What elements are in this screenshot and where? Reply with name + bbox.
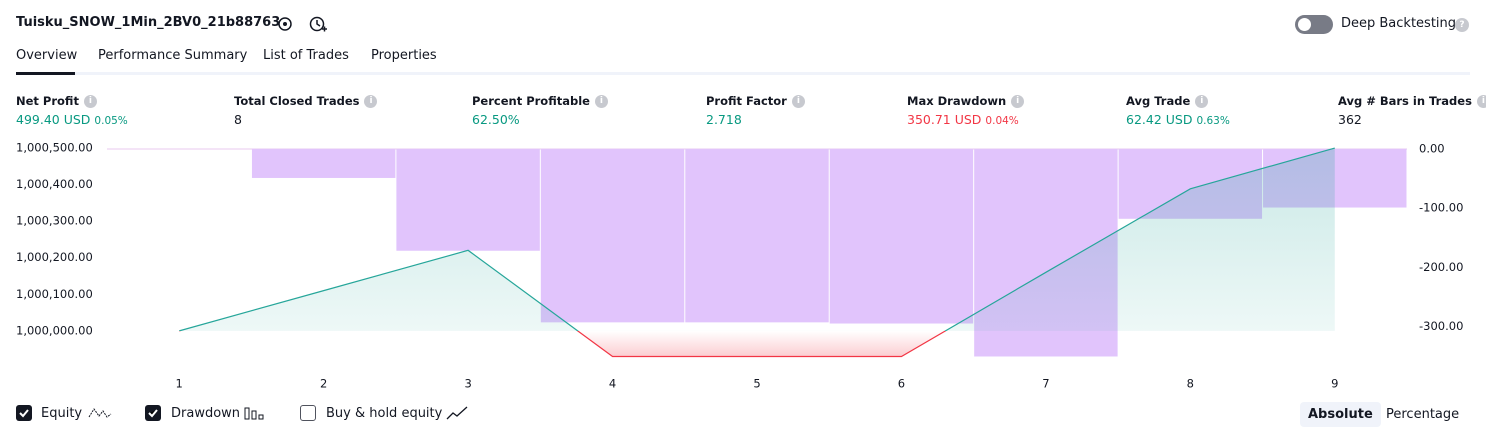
strategy-title: Tuisku_SNOW_1Min_2BV0_21b88763 xyxy=(16,15,281,30)
metric-percent: 0.63% xyxy=(1196,115,1230,127)
metric-label: Max Drawdown xyxy=(907,94,1007,108)
legend-label: Buy & hold equity xyxy=(326,406,443,421)
info-icon[interactable]: i xyxy=(1195,94,1209,108)
metric-label: Profit Factor xyxy=(706,94,787,108)
metric-label: Avg Trade xyxy=(1126,94,1191,108)
toggle[interactable] xyxy=(1295,15,1333,34)
tab[interactable]: List of Trades xyxy=(263,48,349,63)
checkbox[interactable] xyxy=(16,405,32,421)
info-icon[interactable]: i xyxy=(594,94,608,108)
info-icon[interactable]: i xyxy=(364,94,378,108)
buyhold-icon xyxy=(446,406,468,420)
drawdown-bar xyxy=(685,148,829,323)
metric-percent: 0.05% xyxy=(94,115,128,127)
metric-percent: 0.04% xyxy=(985,115,1019,127)
tab[interactable]: Overview xyxy=(16,48,78,63)
metric-label: Total Closed Trades xyxy=(234,94,360,108)
metric: Max Drawdown i xyxy=(907,94,1025,108)
legend-label: Equity xyxy=(41,406,83,421)
y-tick-label: 1,000,400.00 xyxy=(16,177,93,191)
tab-rule xyxy=(16,72,1470,75)
chart: 1,000,000.00 1,000,100.00 1,000,200.00 1,00… xyxy=(16,140,1463,391)
metric-value: 499.40 USD xyxy=(16,112,91,127)
x-tick-label: 3 xyxy=(464,377,471,391)
tab[interactable]: Performance Summary xyxy=(98,48,248,63)
metric: Avg # Bars in Trades i xyxy=(1338,94,1486,108)
mode-button[interactable]: Absolute xyxy=(1300,402,1381,427)
metric-value: 350.71 USD xyxy=(907,112,982,127)
metric: Percent Profitable i xyxy=(472,94,608,108)
metric-value-row: 62.42 USD 0.63% xyxy=(1126,112,1230,127)
metric-value: 2.718 xyxy=(706,112,742,127)
x-tick-label: 5 xyxy=(753,377,760,391)
x-tick-label: 7 xyxy=(1042,377,1049,391)
help-icon[interactable]: ? xyxy=(1455,18,1469,32)
metric-value: 362 xyxy=(1338,112,1362,127)
metric: Profit Factor i xyxy=(706,94,805,108)
metric: Total Closed Trades i xyxy=(234,94,378,108)
y2-tick-label: -100.00 xyxy=(1419,201,1463,215)
drawdown-bar xyxy=(829,148,974,324)
equity-line xyxy=(179,147,1335,358)
metric-value-row: 362 xyxy=(1338,112,1362,127)
checkbox[interactable] xyxy=(145,405,161,421)
x-tick-label: 2 xyxy=(320,377,327,391)
y2-tick-label: -200.00 xyxy=(1419,260,1463,274)
y2-tick-label: 0.00 xyxy=(1419,141,1445,155)
metric-value-row: 62.50% xyxy=(472,112,520,127)
info-icon[interactable]: i xyxy=(83,94,97,108)
metric-value-row: 8 xyxy=(234,112,242,127)
info-icon[interactable]: i xyxy=(791,94,805,108)
checkbox[interactable] xyxy=(300,405,316,421)
metric-value: 62.42 USD xyxy=(1126,112,1193,127)
metric-value: 62.50% xyxy=(472,112,520,127)
x-tick-label: 8 xyxy=(1187,377,1194,391)
tab[interactable]: Properties xyxy=(371,48,437,63)
drawdown-bar xyxy=(396,148,540,251)
metric-value: 8 xyxy=(234,112,242,127)
y2-tick-label: -300.00 xyxy=(1419,319,1463,333)
x-tick-label: 4 xyxy=(609,377,616,391)
metric-label: Percent Profitable xyxy=(472,94,590,108)
metric: Net Profit i xyxy=(16,94,97,108)
y-tick-label: 1,000,200.00 xyxy=(16,250,93,264)
y-tick-label: 1,000,300.00 xyxy=(16,214,93,228)
info-icon[interactable]: i xyxy=(1476,94,1486,108)
y-tick-label: 1,000,000.00 xyxy=(16,323,93,337)
y-tick-label: 1,000,500.00 xyxy=(16,140,93,154)
metric-value-row: 2.718 xyxy=(706,112,742,127)
info-icon[interactable]: i xyxy=(1011,94,1025,108)
header-icons[interactable] xyxy=(276,14,336,34)
metric-value-row: 499.40 USD 0.05% xyxy=(16,112,128,127)
drawdown-bar xyxy=(251,148,396,178)
equity-area xyxy=(179,148,1335,357)
drawdown-bar xyxy=(540,148,685,323)
metric-value-row: 350.71 USD 0.04% xyxy=(907,112,1019,127)
y-tick-label: 1,000,100.00 xyxy=(16,287,93,301)
equity-icon xyxy=(88,408,112,418)
deep-backtesting-label: Deep Backtesting xyxy=(1341,16,1457,31)
metric-label: Avg # Bars in Trades xyxy=(1338,94,1472,108)
x-tick-label: 1 xyxy=(176,377,183,391)
x-tick-label: 9 xyxy=(1331,377,1338,391)
mode-button[interactable]: Percentage xyxy=(1386,407,1460,422)
legend-label: Drawdown xyxy=(171,406,241,421)
x-tick-label: 6 xyxy=(898,377,905,391)
drawdown-icon xyxy=(244,407,264,420)
metric: Avg Trade i xyxy=(1126,94,1209,108)
tab-indicator xyxy=(16,72,75,75)
metric-label: Net Profit xyxy=(16,94,79,108)
